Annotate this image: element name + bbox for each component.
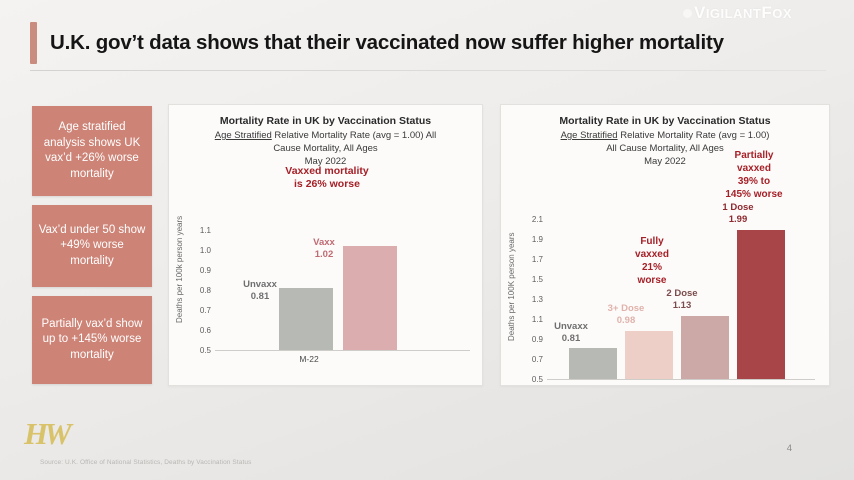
callout-box-2: Vax’d under 50 show +49% worse mortality — [32, 205, 152, 287]
watermark-v: V — [693, 3, 706, 22]
bar-2-dose — [681, 316, 729, 379]
bar-unvaxx-right — [569, 348, 617, 379]
right-subtitle-line3: May 2022 — [644, 156, 686, 167]
fully-annot-line2: vaxxed — [635, 249, 669, 260]
watermark-ox: OX — [772, 6, 792, 21]
right-ytick-1.1: 1.1 — [531, 315, 543, 324]
left-chart-annotation: Vaxxed mortality is 26% worse — [257, 165, 397, 191]
bar-label-unvaxx-left: Unvaxx 0.81 — [231, 279, 289, 302]
bar-value-2-dose: 1.13 — [672, 299, 692, 311]
right-chart-baseline — [547, 379, 815, 380]
callout-text-3: Partially vax’d show up to +145% worse m… — [41, 317, 143, 361]
bar-value-unvaxx-left: 0.81 — [250, 290, 270, 302]
partial-annot-line3: 39% to — [737, 176, 771, 187]
source-citation: Source: U.K. Office of National Statisti… — [40, 459, 252, 466]
bar-name-1-dose: 1 Dose — [722, 202, 754, 213]
bar-name-vaxx-left: Vaxx — [313, 237, 335, 248]
callout-list: Age stratified analysis shows UK vax’d +… — [32, 106, 152, 393]
right-ytick-1.9: 1.9 — [531, 235, 543, 244]
bar-value-1-dose: 1.99 — [728, 213, 748, 225]
right-ytick-1.7: 1.7 — [531, 255, 543, 264]
bar-name-unvaxx-left: Unvaxx — [243, 279, 277, 290]
left-annotation-line1: Vaxxed mortality — [285, 165, 369, 177]
right-chart-annotation-fully: Fully vaxxed 21% worse — [619, 235, 685, 287]
vigilantfox-watermark: VIGILANTFOX — [682, 3, 792, 23]
left-chart-baseline — [215, 350, 470, 351]
bar-1-dose — [737, 230, 785, 379]
left-subtitle-line2: Cause Mortality, All Ages — [273, 143, 378, 154]
bar-name-unvaxx-right: Unvaxx — [554, 321, 588, 332]
right-plot-area — [547, 219, 815, 379]
right-ytick-0.7: 0.7 — [531, 355, 543, 364]
watermark-dot-icon — [682, 9, 692, 19]
left-ytick-1.1: 1.1 — [199, 226, 211, 235]
callout-text-2: Vax’d under 50 show +49% worse mortality — [38, 223, 146, 267]
hw-logo: HW — [24, 416, 72, 451]
bar-unvaxx-left — [279, 288, 333, 350]
left-subtitle-underlined: Age Stratified — [214, 130, 272, 141]
callout-text-1: Age stratified analysis shows UK vax’d +… — [43, 121, 141, 180]
bar-label-unvaxx-right: Unvaxx 0.81 — [541, 321, 601, 344]
bar-label-1-dose: 1 Dose 1.99 — [707, 202, 769, 225]
bar-value-vaxx-left: 1.02 — [314, 248, 334, 260]
left-ytick-0.5: 0.5 — [199, 346, 211, 355]
right-ytick-1.3: 1.3 — [531, 295, 543, 304]
left-x-axis-tick: M-22 — [299, 354, 319, 364]
left-ytick-0.8: 0.8 — [199, 286, 211, 295]
left-chart-title: Mortality Rate in UK by Vaccination Stat… — [219, 115, 432, 127]
bar-name-3plus-dose: 3+ Dose — [607, 303, 645, 314]
left-y-axis-label: Deaths per 100k person years — [175, 215, 184, 323]
left-subtitle-line3: May 2022 — [304, 156, 347, 167]
bar-label-2-dose: 2 Dose 1.13 — [651, 288, 713, 311]
watermark-f: F — [761, 3, 773, 22]
right-subtitle-line2: All Cause Mortality, All Ages — [606, 143, 724, 154]
right-subtitle-rest: Relative Mortality Rate (avg = 1.00) — [617, 130, 770, 141]
chart-panel-right: Mortality Rate in UK by Vaccination Stat… — [500, 104, 830, 386]
left-plot-area — [215, 230, 470, 350]
left-ytick-1.0: 1.0 — [199, 246, 211, 255]
watermark-igilant: IGILANT — [705, 6, 762, 21]
page-title: U.K. gov’t data shows that their vaccina… — [50, 31, 724, 54]
left-ytick-0.7: 0.7 — [199, 306, 211, 315]
right-ytick-1.5: 1.5 — [531, 275, 543, 284]
right-ytick-0.9: 0.9 — [531, 335, 543, 344]
callout-box-3: Partially vax’d show up to +145% worse m… — [32, 296, 152, 384]
slide-title-bar: U.K. gov’t data shows that their vaccina… — [30, 22, 830, 64]
fully-annot-line1: Fully — [640, 236, 664, 247]
right-y-axis-label: Deaths per 100K person years — [507, 232, 516, 341]
fully-annot-line4: worse — [637, 275, 667, 286]
page-number: 4 — [786, 443, 792, 454]
chart-panel-left: Mortality Rate in UK by Vaccination Stat… — [168, 104, 483, 386]
callout-box-1: Age stratified analysis shows UK vax’d +… — [32, 106, 152, 196]
partial-annot-line1: Partially — [734, 150, 774, 161]
left-ytick-0.9: 0.9 — [199, 266, 211, 275]
right-chart-annotation-partial: Partially vaxxed 39% to 145% worse — [699, 149, 809, 201]
bar-label-vaxx-left: Vaxx 1.02 — [295, 237, 353, 260]
bar-3plus-dose — [625, 331, 673, 379]
fully-annot-line3: 21% — [641, 262, 662, 273]
right-ytick-2.1: 2.1 — [531, 215, 543, 224]
left-ytick-0.6: 0.6 — [199, 326, 211, 335]
right-chart-title: Mortality Rate in UK by Vaccination Stat… — [559, 115, 771, 127]
partial-annot-line2: vaxxed — [737, 163, 771, 174]
bar-value-3plus-dose: 0.98 — [616, 314, 636, 326]
bar-label-3plus-dose: 3+ Dose 0.98 — [593, 303, 659, 326]
title-divider — [30, 70, 826, 71]
right-subtitle-underlined: Age Stratified — [560, 130, 618, 141]
title-accent-bar — [30, 22, 37, 64]
bar-vaxx-left — [343, 246, 397, 350]
right-chart-subtitle: Age Stratified Relative Mortality Rate (… — [501, 129, 829, 168]
bar-name-2-dose: 2 Dose — [666, 288, 698, 299]
right-ytick-0.5: 0.5 — [531, 375, 543, 384]
left-annotation-line2: is 26% worse — [294, 178, 360, 190]
partial-annot-line4: 145% worse — [725, 189, 783, 200]
left-chart-subtitle: Age Stratified Relative Mortality Rate (… — [169, 129, 482, 168]
left-subtitle-rest: Relative Mortality Rate (avg = 1.00) All — [271, 130, 437, 141]
bar-value-unvaxx-right: 0.81 — [561, 332, 581, 344]
